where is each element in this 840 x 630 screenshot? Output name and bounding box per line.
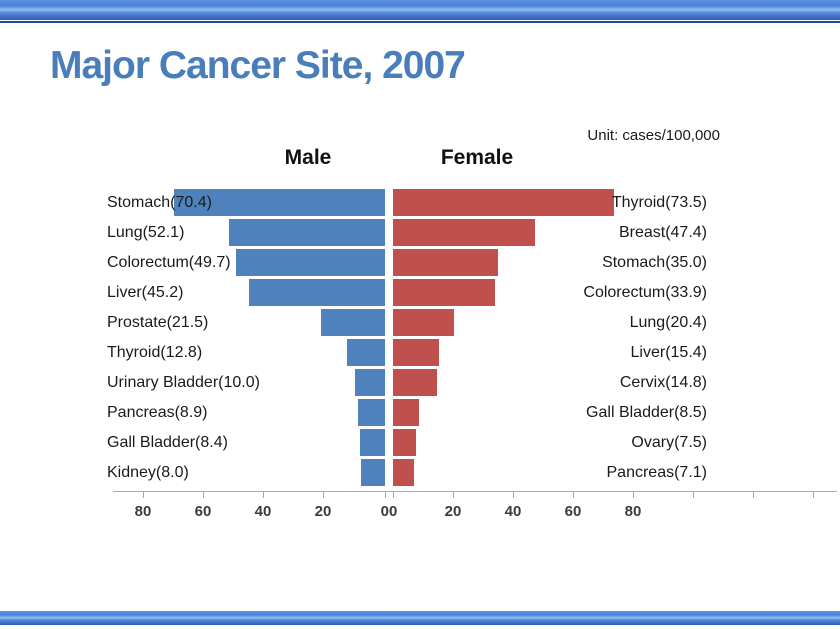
male-bar-label: Lung(52.1) (107, 224, 185, 241)
female-bar-stomach (393, 249, 498, 276)
male-bar-label: Liver(45.2) (107, 284, 184, 301)
male-bar-label: Gall Bladder(8.4) (107, 434, 228, 451)
female-bar-thyroid (393, 189, 614, 216)
male-bar-liver (249, 279, 385, 306)
male-bar-label: Stomach(70.4) (107, 194, 212, 211)
female-series-header: Female (440, 146, 514, 169)
male-bar-lung (228, 219, 385, 246)
male-bar-label: Thyroid(12.8) (107, 344, 203, 361)
x-axis-tick-label: 60 (564, 503, 582, 520)
x-axis-tick-label: 20 (444, 503, 462, 520)
top-gradient-bar (0, 0, 840, 20)
female-bar-label: Lung(20.4) (629, 314, 707, 331)
male-bar-colorectum (235, 249, 385, 276)
x-axis-tick (143, 491, 144, 498)
x-axis-tick-label: 20 (314, 503, 332, 520)
male-bar-prostate (320, 309, 385, 336)
female-bar-label: Pancreas(7.1) (606, 464, 708, 481)
male-bar-label: Prostate(21.5) (107, 314, 209, 331)
female-bar-label: Colorectum(33.9) (583, 284, 707, 301)
male-bar-gall-bladder (359, 429, 385, 456)
female-bar-colorectum (393, 279, 495, 306)
x-axis-tick (513, 491, 514, 498)
female-bar-pancreas (393, 459, 415, 486)
female-bar-breast (393, 219, 536, 246)
x-axis-tick (813, 491, 814, 498)
male-bar-thyroid (346, 339, 385, 366)
female-bar-label: Stomach(35.0) (602, 254, 707, 271)
female-bar-cervix (393, 369, 438, 396)
male-bar-urinary-bladder (355, 369, 385, 396)
unit-label: Unit: cases/100,000 (587, 127, 720, 144)
female-bar-ovary (393, 429, 416, 456)
x-axis-tick (453, 491, 454, 498)
male-bar-kidney (361, 459, 385, 486)
x-axis-tick-label: 60 (194, 503, 212, 520)
x-axis-tick (573, 491, 574, 498)
male-series-header: Male (284, 146, 332, 169)
x-axis-tick (753, 491, 754, 498)
x-axis-tick-label: 80 (134, 503, 152, 520)
female-bar-gall-bladder (393, 399, 419, 426)
x-axis-tick-label: 40 (254, 503, 272, 520)
x-axis-tick-label: 00 (380, 503, 398, 520)
female-bar-label: Thyroid(73.5) (611, 194, 707, 211)
top-accent-line (0, 21, 840, 23)
male-bar-label: Colorectum(49.7) (107, 254, 231, 271)
x-axis-tick-label: 80 (624, 503, 642, 520)
x-axis-tick (203, 491, 204, 498)
female-bar-label: Liver(15.4) (630, 344, 707, 361)
male-bar-pancreas (358, 399, 385, 426)
x-axis-tick (263, 491, 264, 498)
female-bar-lung (393, 309, 455, 336)
female-bar-label: Gall Bladder(8.5) (586, 404, 707, 421)
male-bar-label: Pancreas(8.9) (107, 404, 208, 421)
x-axis-tick (323, 491, 324, 498)
x-axis-tick (693, 491, 694, 498)
x-axis-tick (385, 491, 386, 498)
female-bar-label: Breast(47.4) (618, 224, 707, 241)
page-title: Major Cancer Site, 2007 (50, 44, 466, 87)
female-bar-liver (393, 339, 440, 366)
male-bar-label: Kidney(8.0) (107, 464, 189, 481)
x-axis-tick (633, 491, 634, 498)
x-axis-tick (393, 491, 394, 498)
x-axis-line (113, 491, 837, 492)
female-bar-label: Cervix(14.8) (619, 374, 707, 391)
female-bar-label: Ovary(7.5) (631, 434, 707, 451)
male-bar-label: Urinary Bladder(10.0) (107, 374, 260, 391)
male-bar-stomach (173, 189, 385, 216)
bottom-gradient-bar (0, 611, 840, 625)
x-axis-tick-label: 40 (504, 503, 522, 520)
